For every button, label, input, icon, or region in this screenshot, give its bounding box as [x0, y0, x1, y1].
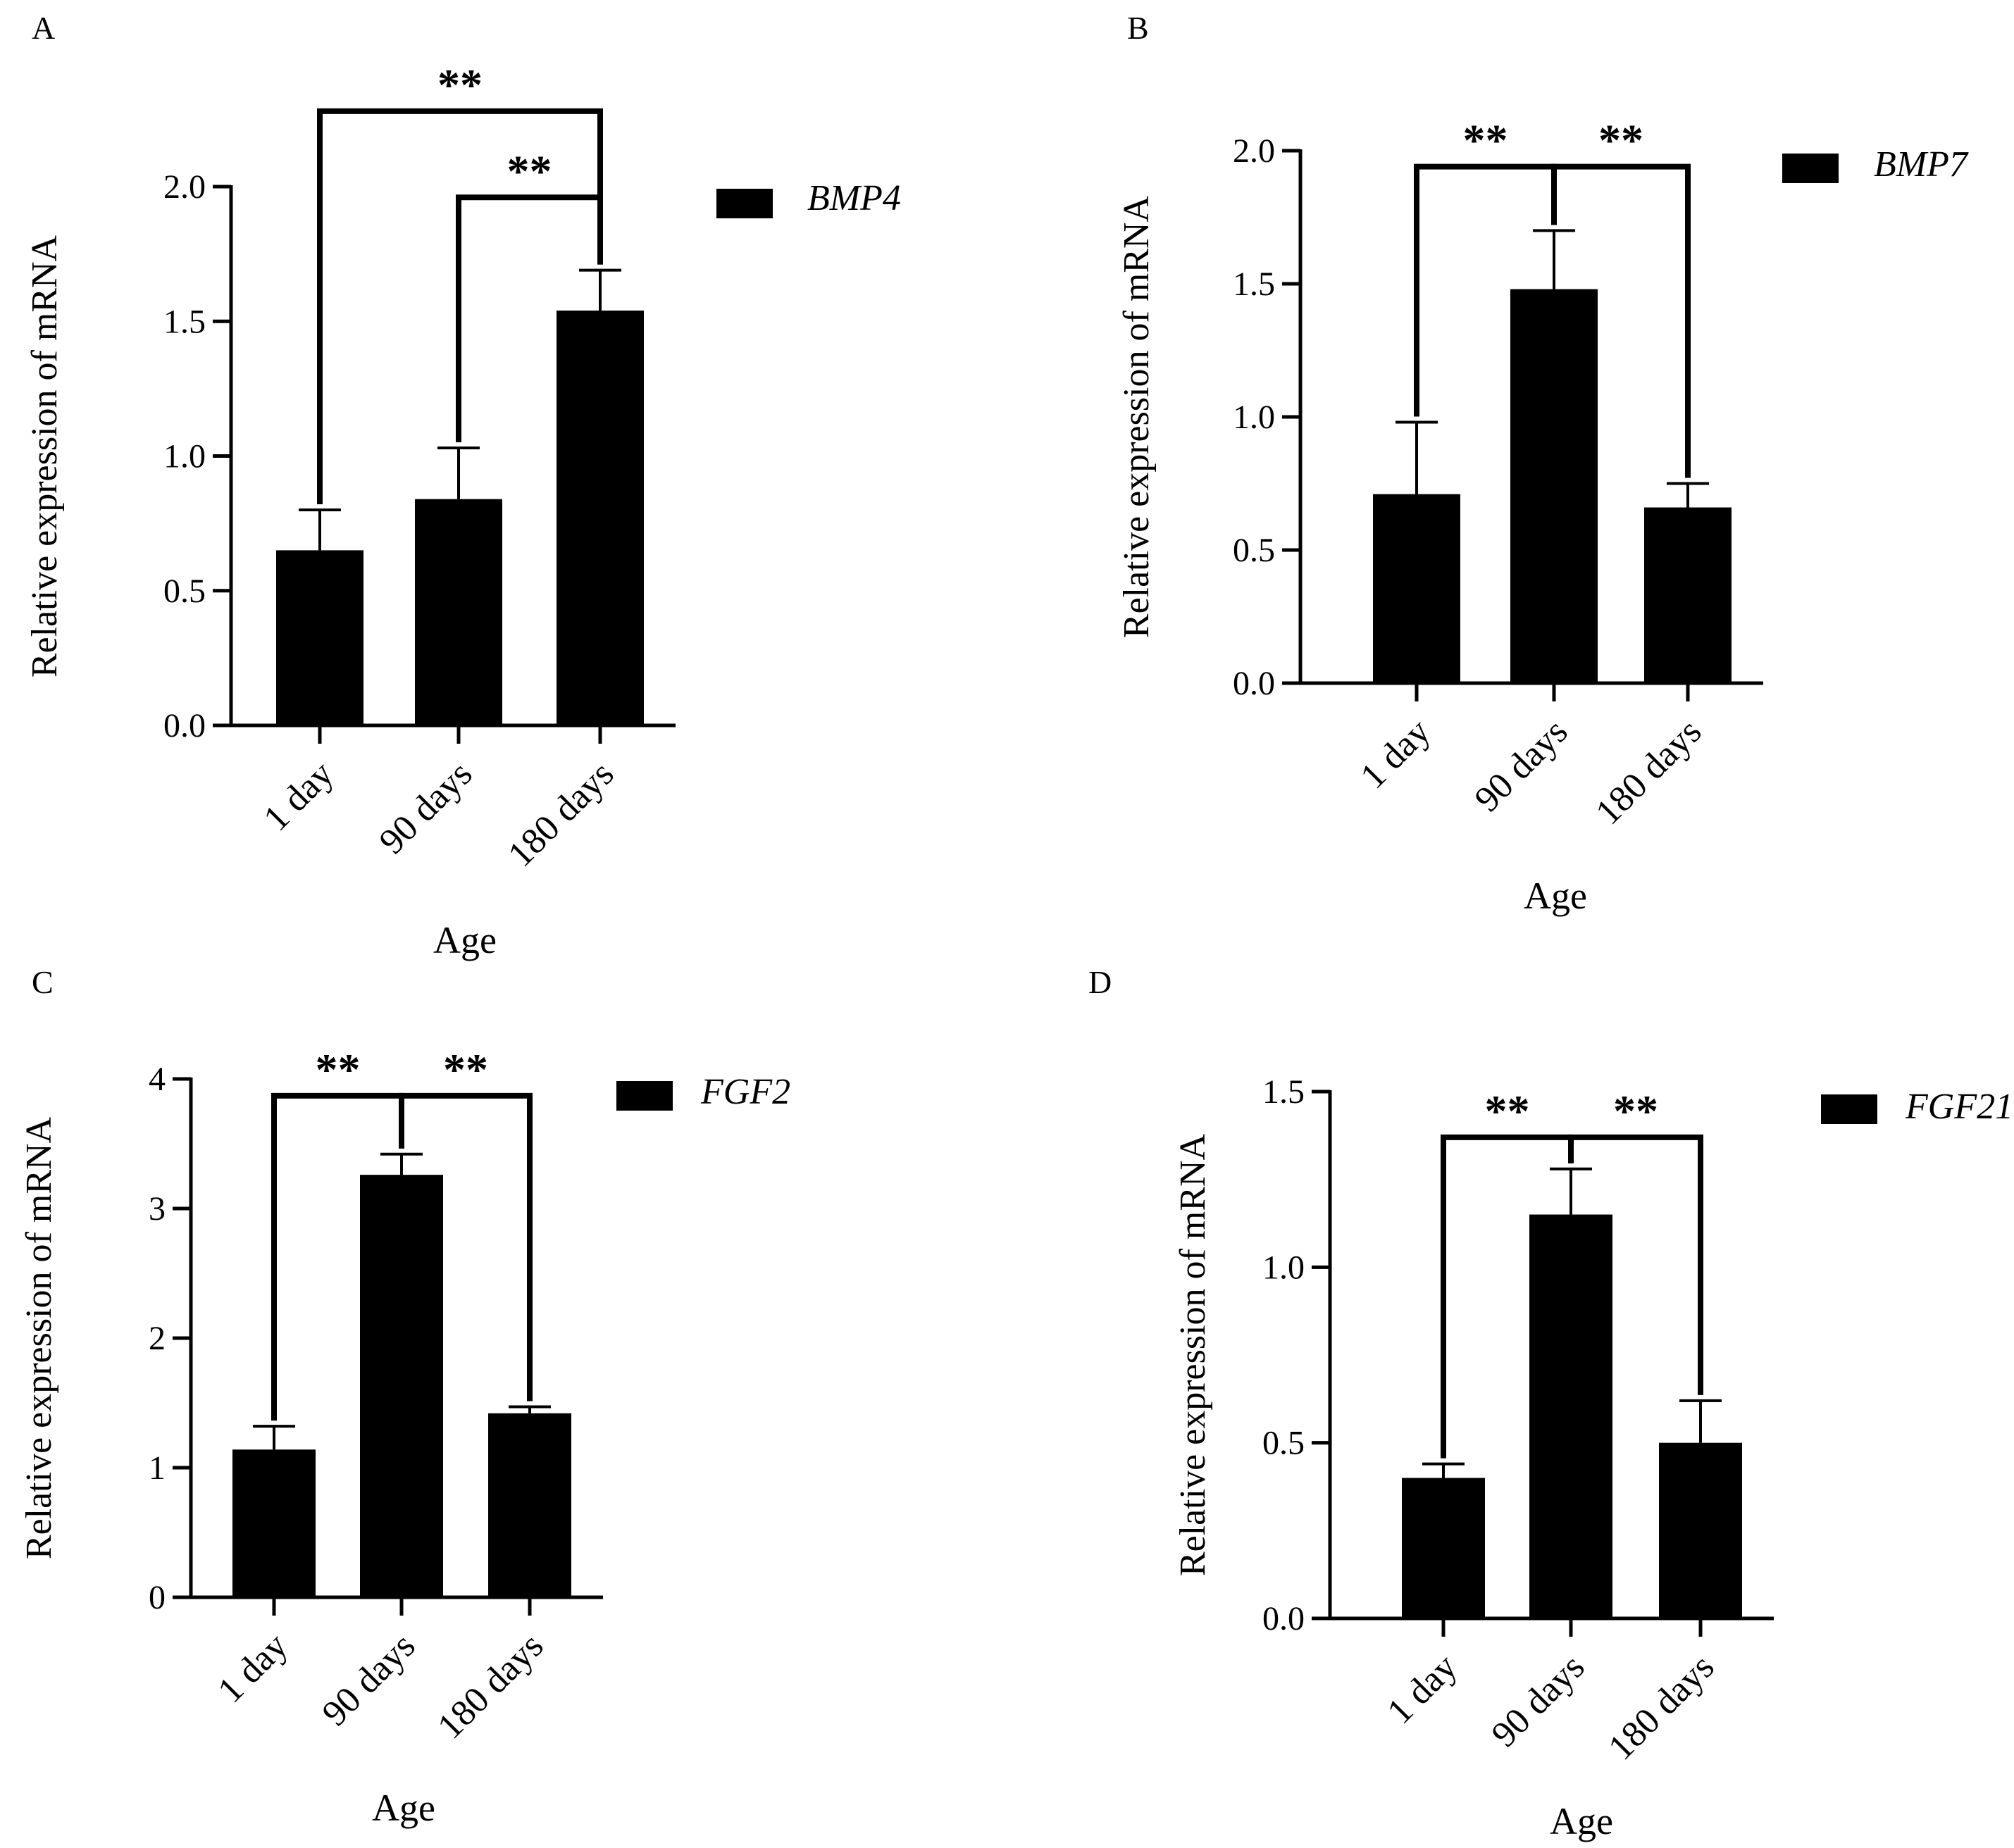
bar: [1373, 494, 1460, 683]
x-tick-label: 90 days: [372, 754, 480, 862]
panel-C: C 0 1 2 3 4 1 day 90 days 180 days ** ** Relative e…: [19, 964, 790, 1829]
bar: [415, 499, 502, 725]
x-tick-label: 90 days: [1484, 1647, 1593, 1755]
y-tick-label: 3: [149, 1190, 166, 1228]
legend-label: FGF2: [700, 1072, 790, 1112]
significance-bracket: [1551, 163, 1691, 478]
legend-swatch: [716, 189, 773, 218]
bar: [557, 310, 644, 725]
y-tick-label: 4: [149, 1061, 166, 1098]
x-tick-label: 90 days: [1467, 711, 1576, 820]
panel-A: A 0.0 0.5 1.0 1.5 2.0 1 day 90 days 180 days ** **…: [25, 10, 901, 961]
significance-bracket: [1568, 1134, 1703, 1395]
y-axis-title: Relative expression of mRNA: [19, 1116, 59, 1559]
x-tick-label: 180 days: [500, 754, 621, 875]
y-tick-label: 1.5: [163, 303, 206, 340]
y-tick-label: 0.5: [163, 573, 206, 610]
significance-label: **: [1463, 116, 1508, 166]
legend-swatch: [1821, 1094, 1877, 1124]
panel-D: D 0.0 0.5 1.0 1.5 1 day 90 days 180 days ** ** Rel…: [1088, 964, 2013, 1842]
y-tick-label: 2.0: [1233, 132, 1275, 170]
panel-label: B: [1127, 10, 1149, 46]
x-tick-label: 1 day: [1380, 1647, 1465, 1732]
y-tick-label: 0.0: [1262, 1600, 1305, 1637]
panel-label: C: [32, 964, 54, 1000]
y-tick-label: 1.0: [163, 438, 206, 475]
x-tick-label: 1 day: [256, 754, 342, 839]
significance-label: **: [1613, 1086, 1658, 1136]
y-tick-label: 0: [149, 1579, 166, 1616]
bar: [1529, 1214, 1612, 1618]
legend-swatch: [616, 1081, 673, 1111]
bar: [1510, 289, 1598, 683]
x-axis-title: Age: [372, 1787, 435, 1829]
y-tick-label: 0.5: [1233, 532, 1275, 569]
x-tick-label: 180 days: [1600, 1647, 1722, 1768]
y-axis-title: Relative expression of mRNA: [1173, 1133, 1213, 1576]
panel-B: B 0.0 0.5 1.0 1.5 2.0 1 day 90 days 180 days ** **…: [1117, 10, 1969, 917]
significance-label: **: [437, 60, 483, 110]
y-axis-title: Relative expression of mRNA: [1117, 195, 1157, 638]
legend-label: BMP4: [807, 178, 901, 218]
y-tick-label: 1.5: [1262, 1073, 1305, 1111]
y-axis-title: Relative expression of mRNA: [25, 235, 65, 678]
x-tick-label: 1 day: [211, 1625, 296, 1711]
bar: [1402, 1478, 1485, 1618]
bar: [276, 550, 363, 725]
bar: [360, 1175, 443, 1597]
significance-label: **: [1485, 1086, 1530, 1136]
legend-label: BMP7: [1874, 144, 1969, 185]
bar: [488, 1413, 571, 1597]
bar: [1659, 1442, 1742, 1618]
legend-swatch: [1782, 154, 1839, 183]
y-tick-label: 0.0: [1233, 665, 1275, 702]
significance-bracket: [317, 108, 603, 504]
y-tick-label: 1: [149, 1449, 166, 1487]
y-tick-label: 2: [149, 1320, 166, 1357]
y-tick-label: 1.0: [1262, 1249, 1305, 1286]
x-axis-title: Age: [1550, 1800, 1613, 1842]
significance-label: **: [1598, 116, 1643, 166]
bar: [232, 1449, 316, 1597]
legend-label: FGF21: [1905, 1087, 2013, 1127]
x-tick-label: 180 days: [1588, 711, 1709, 832]
significance-bracket: [399, 1092, 533, 1401]
y-tick-label: 0.0: [163, 707, 206, 744]
x-tick-label: 180 days: [430, 1625, 551, 1747]
y-tick-label: 2.0: [163, 168, 206, 206]
x-tick-label: 1 day: [1353, 711, 1438, 797]
significance-bracket: [456, 194, 603, 443]
significance-label: **: [316, 1044, 361, 1094]
significance-label: **: [443, 1044, 488, 1094]
bar: [1644, 507, 1732, 683]
panel-label: D: [1088, 964, 1112, 1000]
significance-label: **: [507, 146, 552, 196]
y-tick-label: 1.5: [1233, 266, 1275, 303]
y-tick-label: 1.0: [1233, 399, 1275, 436]
y-tick-label: 0.5: [1262, 1425, 1305, 1462]
panel-label: A: [32, 10, 55, 46]
x-axis-title: Age: [433, 919, 497, 961]
x-tick-label: 90 days: [315, 1625, 423, 1734]
x-axis-title: Age: [1524, 875, 1587, 917]
